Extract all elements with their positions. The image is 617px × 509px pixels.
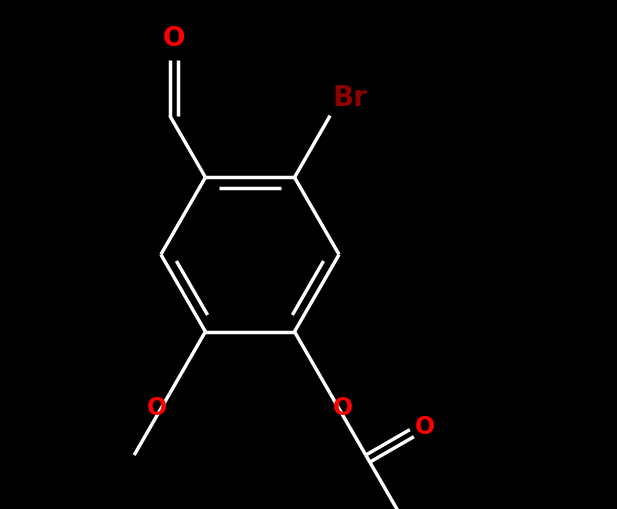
Text: O: O [147,396,167,420]
Text: O: O [415,415,435,439]
Text: O: O [163,26,185,52]
Text: O: O [333,396,353,420]
Text: Br: Br [333,83,368,111]
